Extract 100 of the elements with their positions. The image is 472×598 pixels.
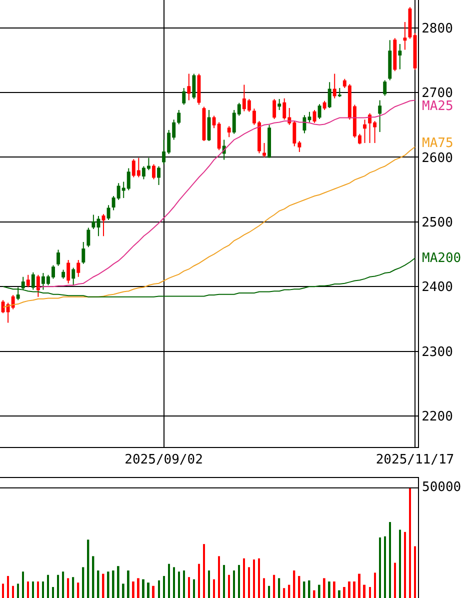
bar	[203, 544, 205, 598]
bar	[248, 567, 250, 598]
bar	[127, 570, 130, 598]
bar	[82, 567, 84, 598]
candlestick	[36, 274, 40, 298]
candlestick	[302, 114, 306, 134]
candlestick	[62, 269, 66, 280]
bar	[268, 586, 270, 598]
candlestick	[378, 100, 382, 132]
candlestick	[398, 43, 402, 70]
text: 50000	[422, 480, 462, 495]
bar	[62, 572, 64, 598]
bar	[152, 586, 154, 598]
bar	[298, 576, 300, 598]
bar	[228, 574, 230, 598]
bar	[27, 581, 29, 598]
bar	[2, 584, 4, 598]
candlestick	[187, 73, 191, 101]
y-tick-label: 2500	[422, 215, 453, 230]
candlestick	[192, 73, 196, 100]
candlestick	[332, 73, 336, 99]
bar	[57, 574, 60, 598]
bar	[208, 570, 210, 598]
candlestick	[383, 80, 387, 96]
candlestick	[328, 82, 332, 109]
candlestick	[408, 6, 412, 40]
candlestick	[318, 104, 322, 120]
candlestick	[227, 126, 231, 138]
bar	[97, 570, 100, 598]
y-tick-label: 2700	[422, 86, 453, 102]
bar	[363, 584, 366, 598]
candlestick	[308, 111, 312, 123]
bar	[283, 588, 286, 598]
bar	[353, 581, 356, 598]
bar	[137, 578, 140, 598]
bar	[313, 590, 316, 598]
candlestick	[66, 260, 70, 284]
candlestick	[157, 166, 160, 186]
y-tick-label: 2300	[422, 344, 453, 360]
bar	[17, 584, 19, 598]
bar	[158, 580, 160, 598]
bar	[163, 576, 165, 598]
bar	[22, 572, 24, 598]
candlestick	[268, 124, 272, 158]
bar	[52, 586, 54, 598]
candlestick	[152, 164, 156, 180]
bar	[198, 564, 200, 598]
bar	[92, 556, 94, 598]
bar	[243, 558, 245, 598]
bar	[223, 564, 225, 598]
candlestick	[76, 260, 80, 278]
candlestick	[82, 241, 86, 264]
candlestick	[72, 267, 76, 286]
bar	[293, 570, 296, 598]
bar	[333, 581, 336, 598]
series-label: MA25	[422, 99, 454, 114]
bar	[374, 572, 376, 598]
x-tick-label: 2025/11/17	[376, 452, 454, 468]
bar	[72, 577, 74, 598]
candlestick	[102, 214, 106, 237]
bar	[213, 579, 215, 598]
candlestick	[262, 142, 266, 158]
line-series	[2, 146, 416, 308]
bar	[37, 581, 39, 598]
candlestick	[26, 274, 30, 288]
bar	[178, 572, 180, 598]
bar	[193, 579, 195, 598]
candlestick	[106, 204, 110, 220]
candlestick	[21, 276, 25, 290]
bar	[358, 574, 360, 598]
candlestick	[403, 21, 407, 50]
series-label: MA75	[422, 136, 454, 151]
bar	[112, 570, 114, 598]
candlestick	[86, 227, 90, 248]
bar	[183, 570, 185, 598]
bar	[233, 570, 235, 598]
candlestick	[338, 87, 342, 98]
bar	[102, 574, 104, 598]
bar	[348, 581, 350, 598]
candlestick	[278, 98, 282, 110]
bar	[404, 532, 406, 598]
bar	[7, 576, 9, 598]
line-series	[38, 100, 416, 288]
y-tick-label: 2200	[422, 410, 453, 424]
bar	[384, 536, 386, 598]
y-tick-label: 2600	[422, 150, 453, 166]
bar	[12, 586, 14, 598]
bar	[132, 581, 134, 598]
candlestick	[31, 272, 35, 290]
bar	[253, 559, 255, 598]
bar	[147, 582, 150, 598]
candlestick	[322, 100, 326, 110]
bar	[168, 564, 170, 598]
candlestick	[363, 119, 366, 144]
bar	[369, 586, 371, 598]
candlestick	[182, 87, 186, 106]
bar	[288, 584, 290, 598]
bar	[389, 522, 391, 598]
bar	[318, 584, 320, 598]
candlestick	[393, 38, 397, 72]
